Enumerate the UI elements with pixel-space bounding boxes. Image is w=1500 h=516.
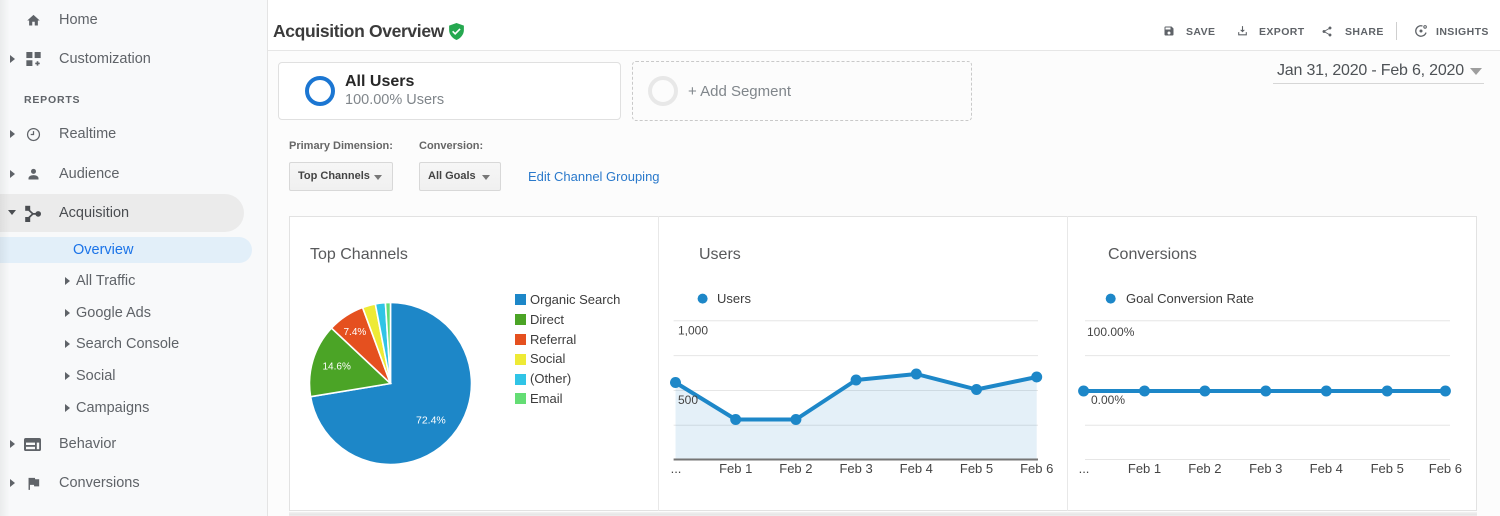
svg-text:Users: Users [717, 291, 751, 306]
svg-text:Feb 3: Feb 3 [839, 461, 872, 476]
svg-text:100.00%: 100.00% [1087, 325, 1135, 339]
svg-text:0.00%: 0.00% [1091, 393, 1125, 407]
svg-text:Feb 2: Feb 2 [779, 461, 812, 476]
svg-text:Feb 5: Feb 5 [960, 461, 993, 476]
svg-text:14.6%: 14.6% [323, 362, 351, 373]
svg-text:500: 500 [678, 393, 698, 407]
svg-text:1,000: 1,000 [678, 324, 708, 338]
svg-text:Feb 1: Feb 1 [1128, 461, 1161, 476]
svg-text:Feb 1: Feb 1 [719, 461, 752, 476]
svg-text:72.4%: 72.4% [416, 415, 446, 427]
svg-text:7.4%: 7.4% [344, 327, 367, 338]
svg-text:Feb 4: Feb 4 [1310, 461, 1343, 476]
svg-text:Feb 6: Feb 6 [1429, 461, 1462, 476]
svg-text:Feb 2: Feb 2 [1188, 461, 1221, 476]
svg-text:...: ... [1079, 461, 1090, 476]
svg-text:...: ... [671, 461, 682, 476]
svg-text:Feb 4: Feb 4 [900, 461, 933, 476]
svg-text:Feb 3: Feb 3 [1249, 461, 1282, 476]
svg-text:Feb 6: Feb 6 [1020, 461, 1053, 476]
svg-text:Goal Conversion Rate: Goal Conversion Rate [1126, 291, 1254, 306]
svg-text:Feb 5: Feb 5 [1371, 461, 1404, 476]
